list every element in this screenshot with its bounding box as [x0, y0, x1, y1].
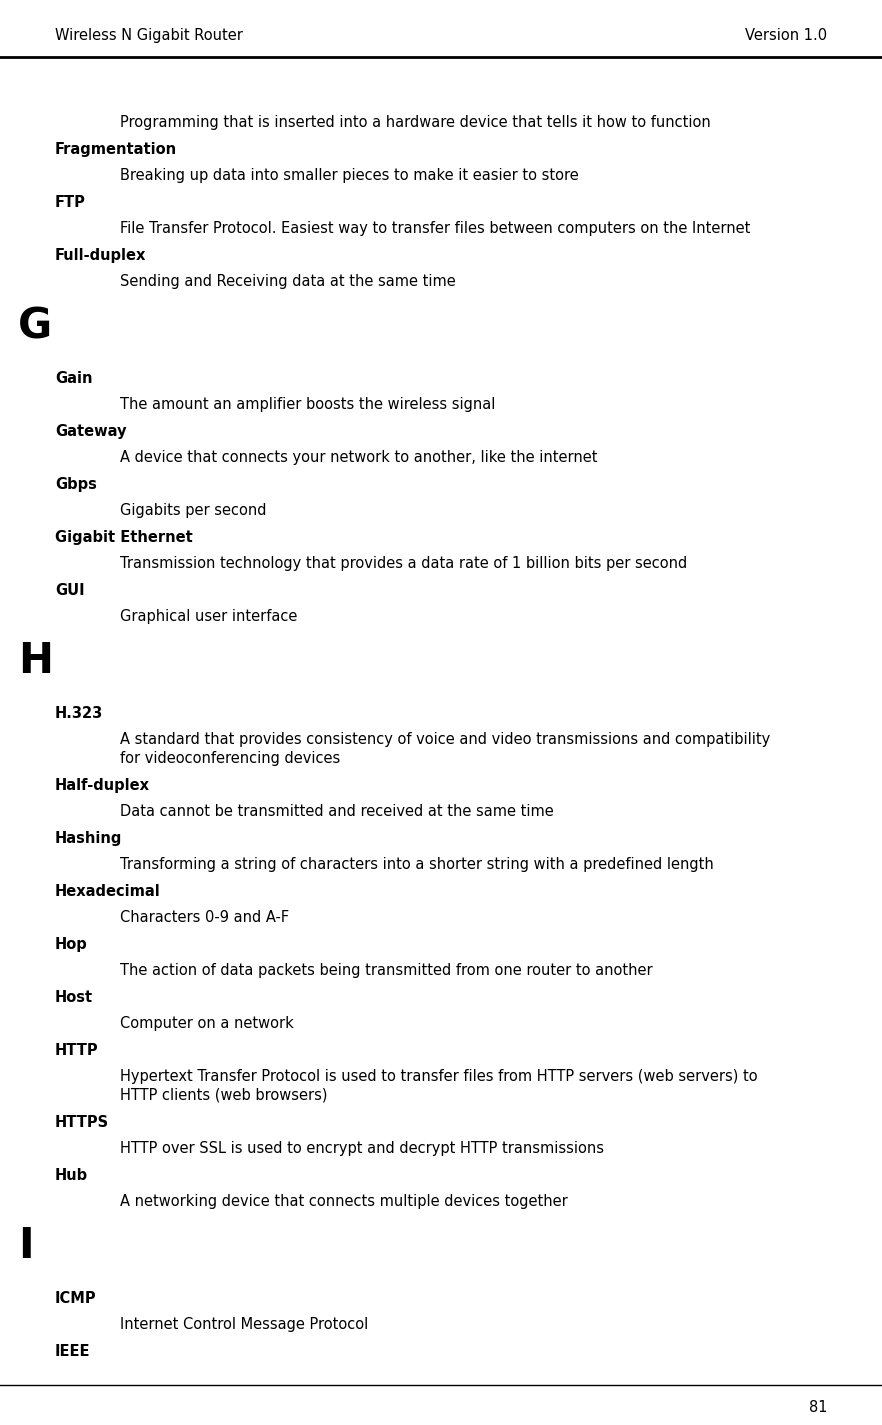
Text: HTTPS: HTTPS — [55, 1114, 109, 1130]
Text: Full-duplex: Full-duplex — [55, 248, 146, 264]
Text: HTTP: HTTP — [55, 1043, 99, 1057]
Text: HTTP over SSL is used to encrypt and decrypt HTTP transmissions: HTTP over SSL is used to encrypt and dec… — [120, 1141, 604, 1156]
Text: Graphical user interface: Graphical user interface — [120, 608, 297, 624]
Text: The action of data packets being transmitted from one router to another: The action of data packets being transmi… — [120, 963, 653, 978]
Text: Computer on a network: Computer on a network — [120, 1016, 294, 1032]
Text: Gain: Gain — [55, 370, 93, 386]
Text: Hashing: Hashing — [55, 831, 123, 846]
Text: A device that connects your network to another, like the internet: A device that connects your network to a… — [120, 450, 597, 465]
Text: Breaking up data into smaller pieces to make it easier to store: Breaking up data into smaller pieces to … — [120, 168, 579, 182]
Text: Host: Host — [55, 990, 93, 1005]
Text: FTP: FTP — [55, 195, 86, 209]
Text: Characters 0-9 and A-F: Characters 0-9 and A-F — [120, 911, 289, 925]
Text: A networking device that connects multiple devices together: A networking device that connects multip… — [120, 1194, 568, 1208]
Text: Hub: Hub — [55, 1168, 88, 1183]
Text: 81: 81 — [809, 1399, 827, 1415]
Text: A standard that provides consistency of voice and video transmissions and compat: A standard that provides consistency of … — [120, 732, 770, 747]
Text: H: H — [18, 640, 53, 683]
Text: File Transfer Protocol. Easiest way to transfer files between computers on the I: File Transfer Protocol. Easiest way to t… — [120, 221, 751, 237]
Text: Version 1.0: Version 1.0 — [745, 27, 827, 43]
Text: Sending and Receiving data at the same time: Sending and Receiving data at the same t… — [120, 274, 456, 289]
Text: Half-duplex: Half-duplex — [55, 778, 150, 792]
Text: Hypertext Transfer Protocol is used to transfer files from HTTP servers (web ser: Hypertext Transfer Protocol is used to t… — [120, 1069, 758, 1084]
Text: IEEE: IEEE — [55, 1344, 91, 1359]
Text: Transforming a string of characters into a shorter string with a predefined leng: Transforming a string of characters into… — [120, 856, 714, 872]
Text: for videoconferencing devices: for videoconferencing devices — [120, 751, 340, 767]
Text: Hexadecimal: Hexadecimal — [55, 884, 161, 899]
Text: Gbps: Gbps — [55, 477, 97, 492]
Text: Wireless N Gigabit Router: Wireless N Gigabit Router — [55, 27, 243, 43]
Text: ICMP: ICMP — [55, 1291, 97, 1305]
Text: Internet Control Message Protocol: Internet Control Message Protocol — [120, 1317, 369, 1332]
Text: HTTP clients (web browsers): HTTP clients (web browsers) — [120, 1089, 327, 1103]
Text: Data cannot be transmitted and received at the same time: Data cannot be transmitted and received … — [120, 804, 554, 819]
Text: Programming that is inserted into a hardware device that tells it how to functio: Programming that is inserted into a hard… — [120, 115, 711, 130]
Text: Hop: Hop — [55, 938, 87, 952]
Text: The amount an amplifier boosts the wireless signal: The amount an amplifier boosts the wirel… — [120, 398, 496, 412]
Text: I: I — [18, 1226, 34, 1267]
Text: H.323: H.323 — [55, 705, 103, 721]
Text: GUI: GUI — [55, 583, 85, 598]
Text: G: G — [18, 305, 52, 348]
Text: Fragmentation: Fragmentation — [55, 142, 177, 157]
Text: Gateway: Gateway — [55, 425, 126, 439]
Text: Transmission technology that provides a data rate of 1 billion bits per second: Transmission technology that provides a … — [120, 556, 687, 571]
Text: Gigabit Ethernet: Gigabit Ethernet — [55, 530, 193, 544]
Text: Gigabits per second: Gigabits per second — [120, 503, 266, 519]
